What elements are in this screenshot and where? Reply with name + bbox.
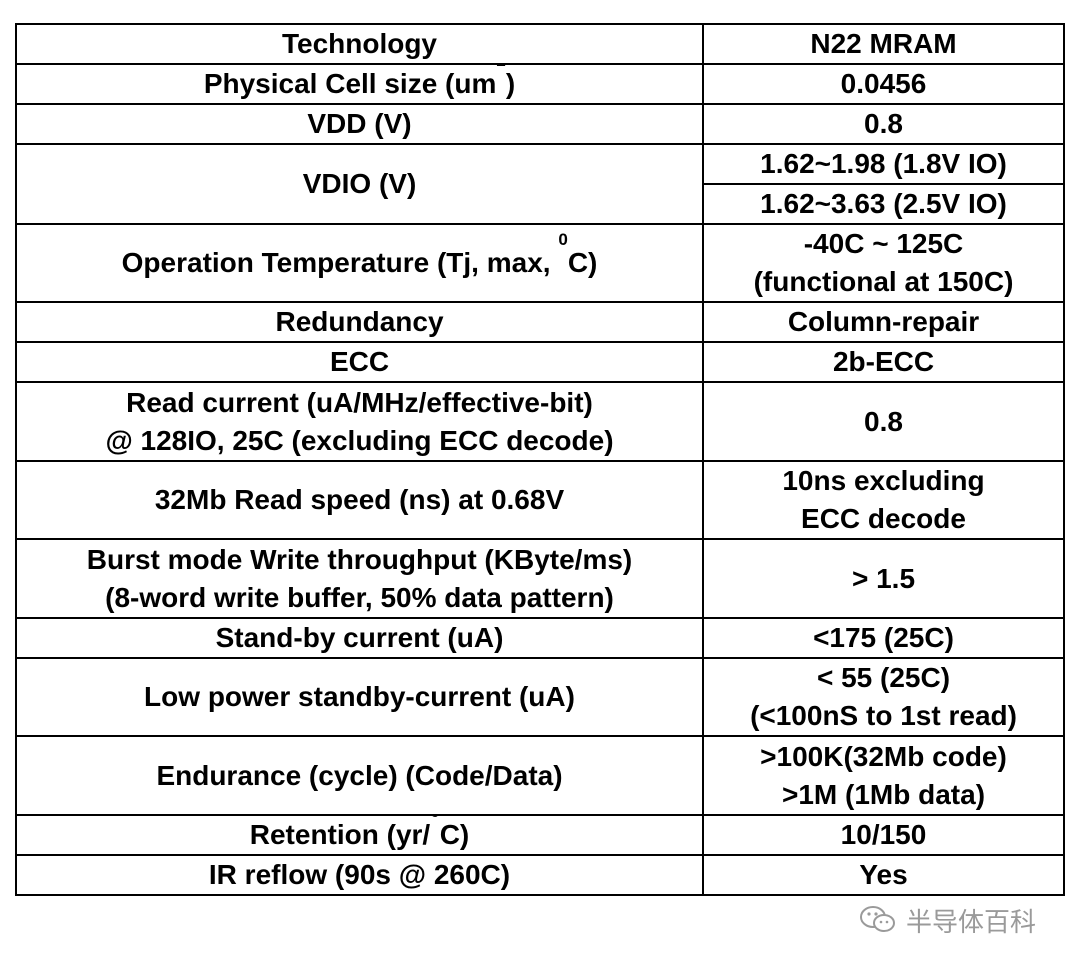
table-row: 32Mb Read speed (ns) at 0.68V 10ns exclu…: [15, 460, 1065, 540]
row-label: VDD (V): [15, 103, 704, 145]
row-value: <175 (25C): [702, 617, 1065, 659]
table-row: Physical Cell size (um2) 0.0456: [15, 63, 1065, 105]
table-row: Low power standby-current (uA) < 55 (25C…: [15, 657, 1065, 737]
row-value: Yes: [702, 854, 1065, 896]
table-row: IR reflow (90s @ 260C) Yes: [15, 854, 1065, 896]
row-label: VDIO (V): [15, 143, 704, 225]
row-label: Redundancy: [15, 301, 704, 343]
row-value: 0.0456: [702, 63, 1065, 105]
row-label: ECC: [15, 341, 704, 383]
row-label: IR reflow (90s @ 260C): [15, 854, 704, 896]
row-label: Operation Temperature (Tj, max, 0C): [15, 223, 704, 303]
row-value: < 55 (25C) (<100nS to 1st read): [702, 657, 1065, 737]
table-row: VDD (V) 0.8: [15, 103, 1065, 145]
header-label: Technology: [15, 23, 704, 65]
table-row: Burst mode Write throughput (KByte/ms) (8…: [15, 538, 1065, 619]
row-value: 1.62~3.63 (2.5V IO): [702, 183, 1065, 225]
watermark-text: 半导体百科: [906, 907, 1037, 938]
row-value: 10/150: [702, 814, 1065, 856]
row-label: Physical Cell size (um2): [15, 63, 704, 105]
table-row: Retention (yr/0C) 10/150: [15, 814, 1065, 856]
row-label: Stand-by current (uA): [15, 617, 704, 659]
table-row: VDIO (V) 1.62~1.98 (1.8V IO): [15, 143, 1065, 225]
row-value: 10ns excluding ECC decode: [702, 460, 1065, 540]
wechat-icon: [858, 904, 898, 936]
row-label: Low power standby-current (uA): [15, 657, 704, 737]
row-label: 32Mb Read speed (ns) at 0.68V: [15, 460, 704, 540]
header-value: N22 MRAM: [702, 23, 1065, 65]
row-label: Read current (uA/MHz/effective-bit) @ 128…: [15, 381, 704, 462]
row-label: Retention (yr/0C): [15, 814, 704, 856]
watermark: 半导体百科: [858, 903, 1037, 938]
row-label: Endurance (cycle) (Code/Data): [15, 735, 704, 816]
row-value: -40C ~ 125C (functional at 150C): [702, 223, 1065, 303]
spec-table: Technology N22 MRAM Physical Cell size (…: [15, 23, 1065, 896]
table-row: Stand-by current (uA) <175 (25C): [15, 617, 1065, 659]
row-value: >100K(32Mb code) >1M (1Mb data): [702, 735, 1065, 816]
row-value: Column-repair: [702, 301, 1065, 343]
row-label: Burst mode Write throughput (KByte/ms) (8…: [15, 538, 704, 619]
row-value: 0.8: [702, 103, 1065, 145]
row-value: > 1.5: [702, 538, 1065, 619]
table-row: Redundancy Column-repair: [15, 301, 1065, 343]
table-row: ECC 2b-ECC: [15, 341, 1065, 383]
row-value: 2b-ECC: [702, 341, 1065, 383]
table-row: Read current (uA/MHz/effective-bit) @ 128…: [15, 381, 1065, 462]
row-value: 1.62~1.98 (1.8V IO): [702, 143, 1065, 185]
table-row: 1.62~3.63 (2.5V IO): [16, 183, 1065, 225]
table-header-row: Technology N22 MRAM: [15, 23, 1065, 65]
row-value: 0.8: [702, 381, 1065, 462]
table-row: Operation Temperature (Tj, max, 0C) -40C…: [15, 223, 1065, 303]
table-row: Endurance (cycle) (Code/Data) >100K(32Mb…: [15, 735, 1065, 816]
